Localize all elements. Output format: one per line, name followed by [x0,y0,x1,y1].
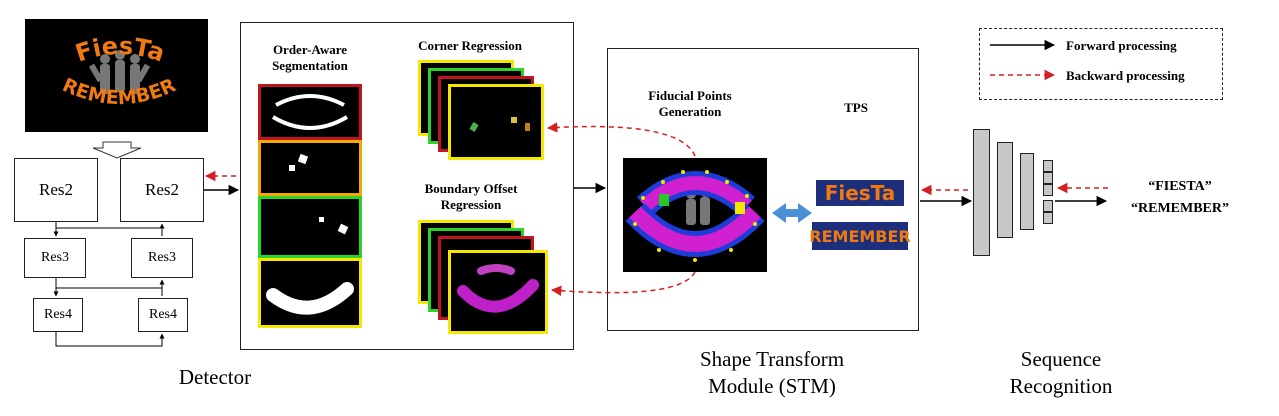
backbone-connectors [53,222,165,347]
res2-right-block: Res2 [120,158,204,222]
recog-layer-3 [1020,153,1034,230]
res4-right-block: Res4 [138,298,188,332]
input-text-art: FiesTa REMEMBER [59,32,179,110]
fiducial-tps-double-arrow [772,203,812,223]
recog-layer-1 [973,129,990,256]
output-word-2: “REMEMBER” [1131,201,1229,216]
segmentation-map-1 [258,84,362,140]
detector-caption: Detector [178,365,252,389]
fiducial-title: Fiducial Points Generation [648,88,732,119]
segmentation-band [266,282,354,315]
boundary-map-front [448,250,548,334]
recognition-caption: Sequence Recognition [1009,347,1113,398]
boundary-regression-title: Boundary Offset Regression [424,181,518,212]
segmentation-map-2 [258,140,362,196]
recog-layer-2 [997,142,1013,238]
segmentation-map-3 [258,196,362,258]
stm-to-boundary-backward [550,271,696,296]
segmentation-blobs-2 [319,217,349,235]
tps-crop-1: FiesTa [816,180,904,206]
tps-crop-2-text: REMEMBER [809,226,911,246]
stm-to-corner-backward [546,122,696,157]
res2-left-block: Res2 [14,158,98,222]
legend-forward-label: Forward processing [1066,38,1177,53]
recog-cell-4 [1043,200,1053,212]
segmentation-title: Order-Aware Segmentation [272,42,348,73]
legend-box [979,28,1223,100]
legend-backward-label: Backward processing [1066,68,1185,83]
fiducial-points-drawing [625,170,765,262]
recog-cell-3 [1043,184,1053,196]
recog-cell-5 [1043,212,1053,224]
corner-points [469,117,530,132]
segmentation-arcs [271,94,349,130]
res3-right-block: Res3 [131,238,193,278]
segmentation-blobs [289,153,309,171]
output-word-1: “FIESTA” [1148,179,1212,194]
input-image: FiesTa REMEMBER [25,19,208,132]
res3-left-block: Res3 [24,238,86,278]
tps-crop-1-text: FiesTa [824,181,896,205]
boundary-bands [457,264,539,313]
tps-title: TPS [844,100,868,115]
corner-map-front [448,84,544,160]
recog-cell-2 [1043,172,1053,184]
corner-regression-title: Corner Regression [418,38,522,53]
stm-caption: Shape Transform Module (STM) [699,347,845,398]
res4-left-block: Res4 [33,298,83,332]
tps-crop-2: REMEMBER [809,222,911,250]
recog-cell-1 [1043,160,1053,172]
fiducial-image [623,158,767,272]
segmentation-map-4 [258,258,362,328]
input-to-backbone-arrow [92,141,142,159]
